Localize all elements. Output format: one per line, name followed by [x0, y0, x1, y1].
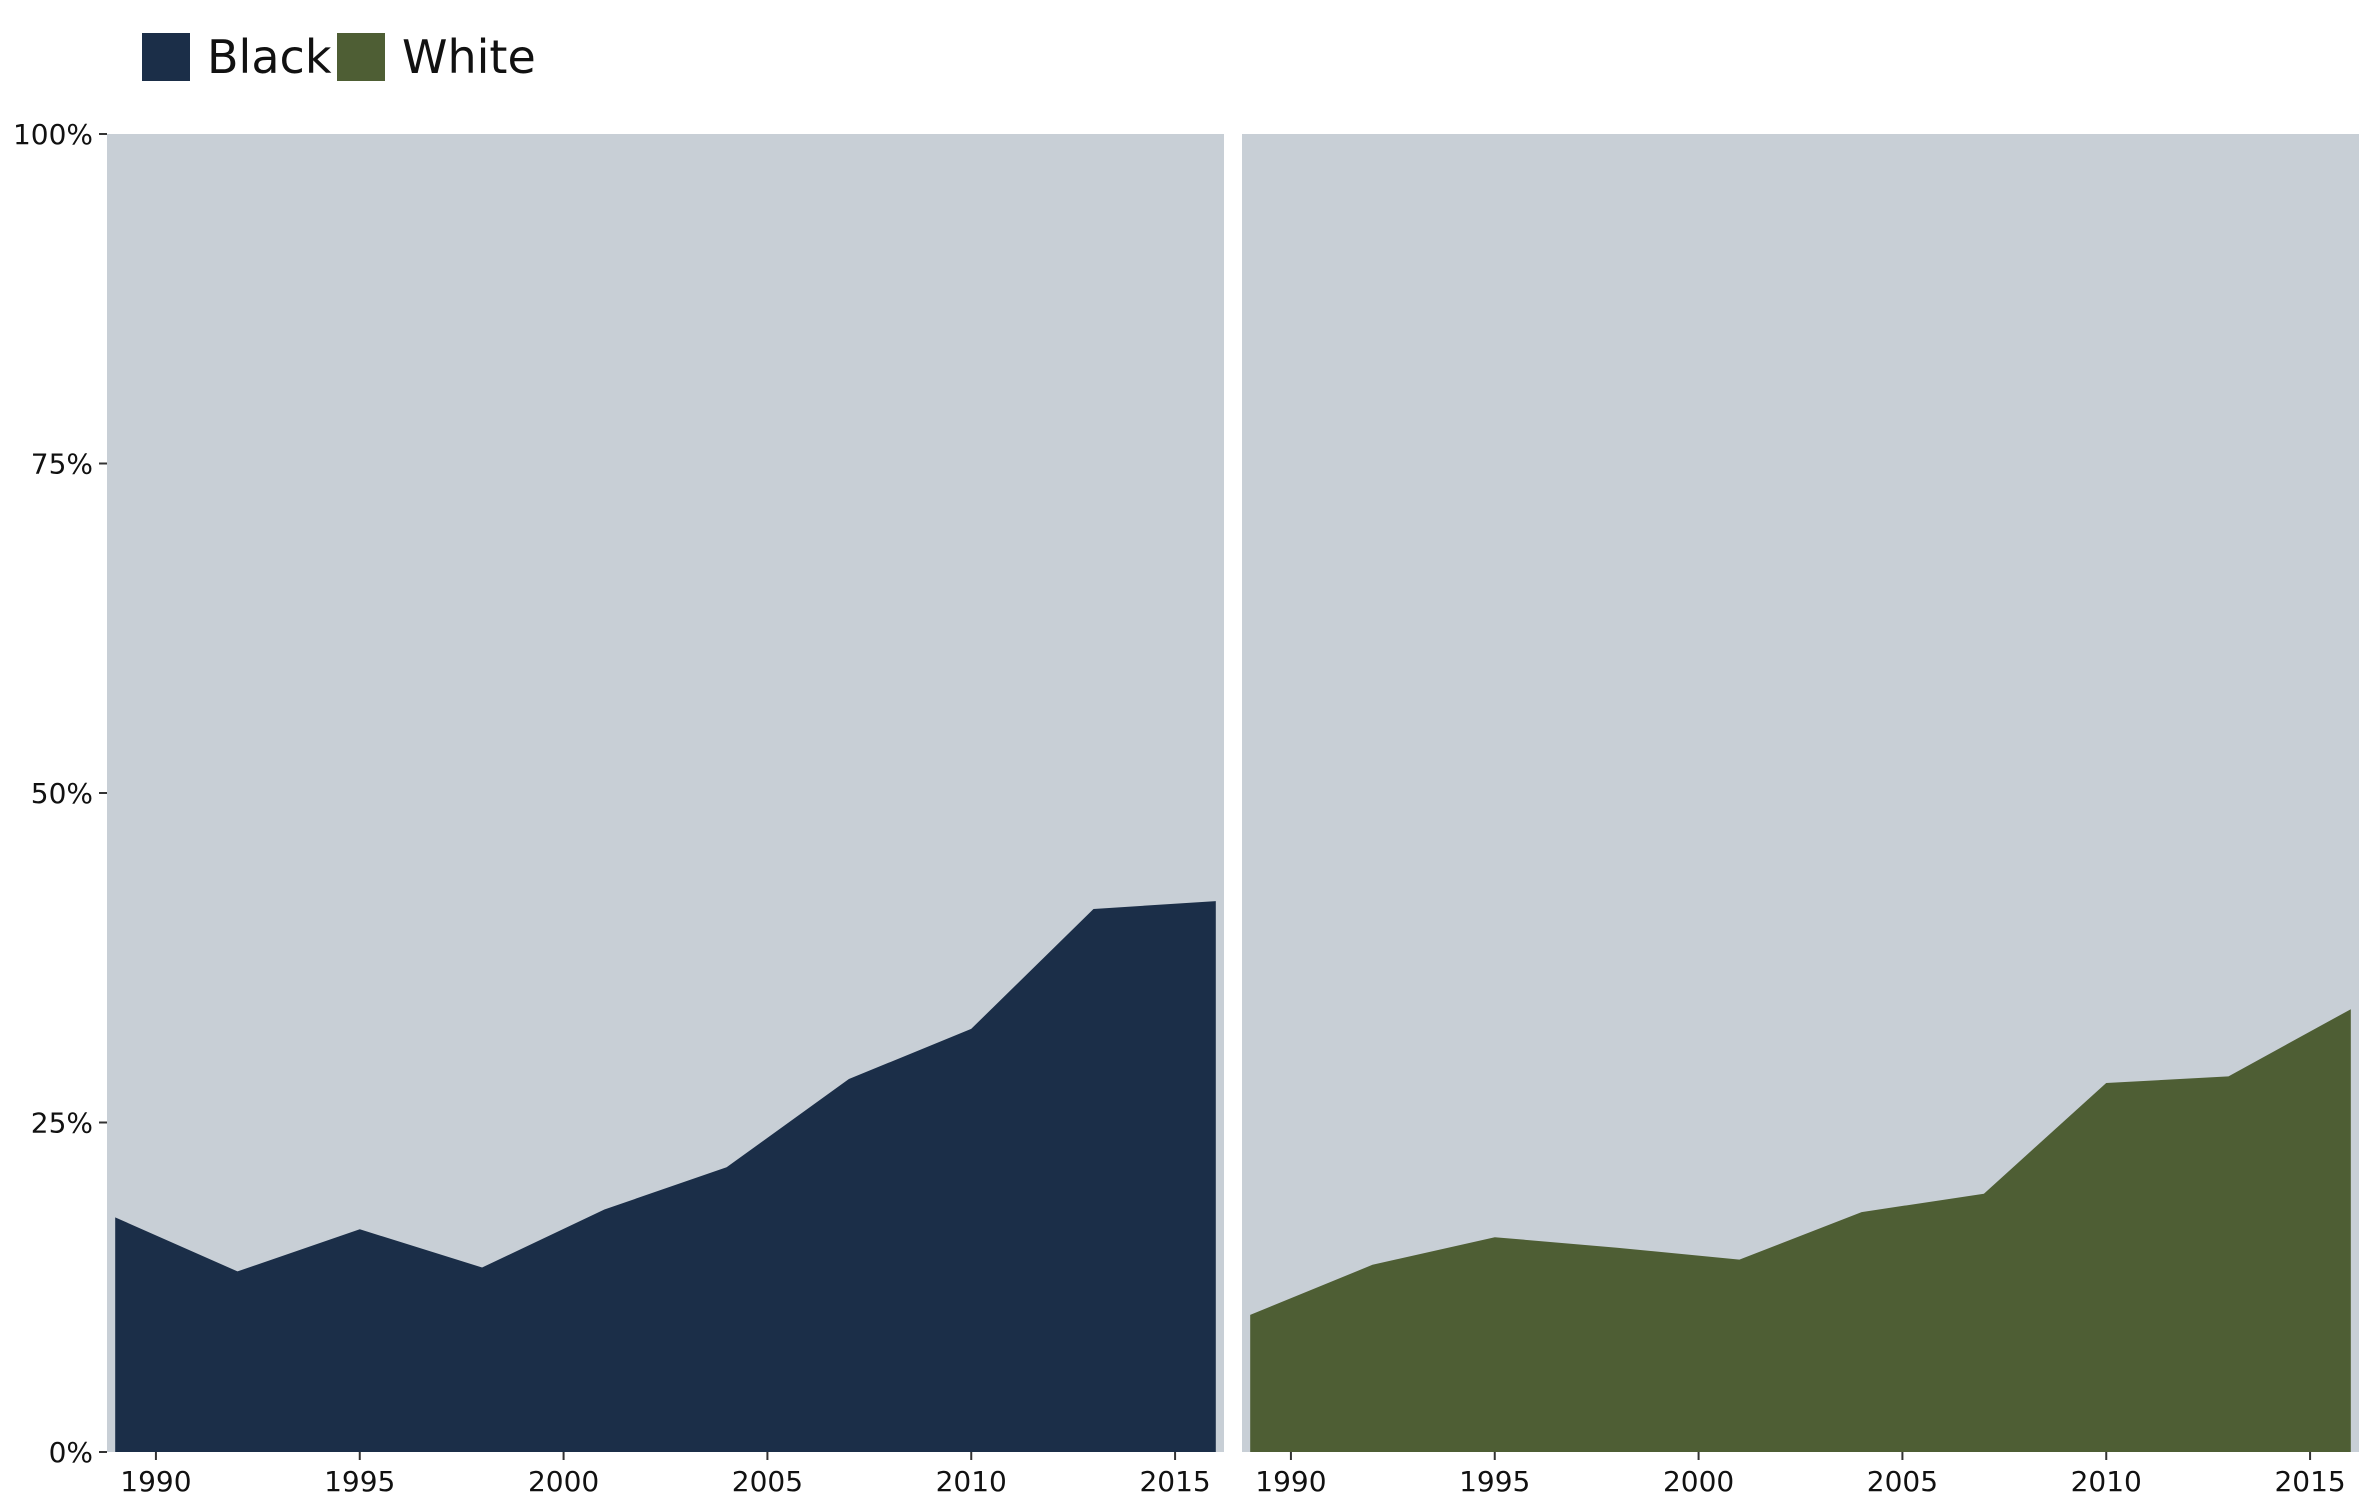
legend: Black White: [142, 30, 536, 84]
area-black: [115, 901, 1216, 1452]
legend-label-black: Black: [207, 30, 332, 84]
legend-label-white: White: [402, 30, 536, 84]
y-tick-label-75: 75%: [31, 448, 93, 481]
legend-swatch-black: [142, 33, 190, 81]
x-tick-label-black-2000: 2000: [528, 1465, 599, 1498]
x-tick-label-white-1995: 1995: [1459, 1465, 1530, 1498]
area-white: [1250, 1009, 2351, 1452]
y-tick-label-100: 100%: [13, 118, 93, 151]
x-tick-label-black-1990: 1990: [120, 1465, 191, 1498]
x-tick-label-white-2015: 2015: [2274, 1465, 2345, 1498]
y-tick-label-25: 25%: [31, 1107, 93, 1140]
x-tick-label-white-2000: 2000: [1663, 1465, 1734, 1498]
x-tick-label-black-2010: 2010: [936, 1465, 1007, 1498]
y-axis: 0% 25% 50% 75% 100%: [13, 118, 107, 1469]
x-tick-label-white-2010: 2010: [2071, 1465, 2142, 1498]
x-tick-label-white-1990: 1990: [1255, 1465, 1326, 1498]
x-tick-label-black-2015: 2015: [1139, 1465, 1210, 1498]
panel-white: 1990 1995 2000 2005 2010 2015: [1242, 134, 2359, 1498]
y-tick-label-50: 50%: [31, 777, 93, 810]
x-tick-label-white-2005: 2005: [1867, 1465, 1938, 1498]
panel-black: 1990 1995 2000 2005 2010 2015: [107, 134, 1224, 1498]
x-tick-label-black-2005: 2005: [732, 1465, 803, 1498]
y-tick-label-0: 0%: [49, 1436, 93, 1469]
x-tick-label-black-1995: 1995: [324, 1465, 395, 1498]
legend-swatch-white: [337, 33, 385, 81]
